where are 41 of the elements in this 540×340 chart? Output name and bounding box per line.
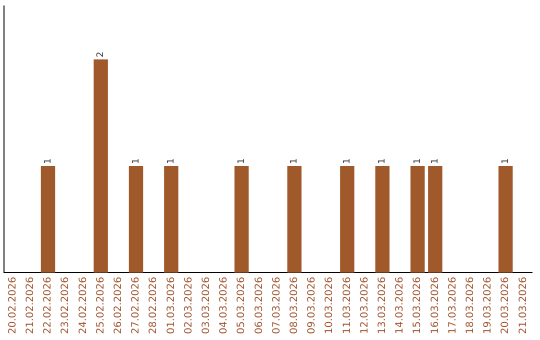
x-tick-label: 06.03.2026	[254, 276, 265, 334]
data-label: 1	[43, 158, 54, 164]
data-label: 2	[96, 52, 106, 58]
x-tick-label: 21.02.2026	[24, 276, 36, 334]
data-label: 1	[500, 158, 511, 164]
x-tick-label: 01.03.2026	[166, 276, 177, 334]
x-tick-label: 16.03.2026	[430, 276, 441, 334]
x-tick-label: 02.03.2026	[183, 276, 194, 334]
data-label: 1	[342, 158, 353, 164]
x-tick-label: 22.02.2026	[42, 276, 54, 334]
x-tick-label: 28.02.2026	[148, 276, 160, 334]
data-label: 1	[236, 158, 247, 164]
x-tick-label: 26.02.2026	[112, 276, 124, 334]
x-tick-label: 11.03.2026	[342, 276, 353, 334]
x-tick-label: 20.03.2026	[500, 276, 512, 334]
x-tick-label: 24.02.2026	[78, 276, 89, 334]
x-tick-label: 04.03.2026	[218, 276, 230, 334]
x-tick-label: 12.03.2026	[359, 276, 370, 334]
x-tick-label: 07.03.2026	[271, 276, 282, 334]
data-label: 1	[412, 158, 423, 164]
x-tick-label: 17.03.2026	[447, 276, 458, 334]
x-tick-label: 09.03.2026	[306, 276, 318, 334]
x-tick-label: 20.02.2026	[7, 276, 18, 334]
data-label: 1	[430, 158, 441, 164]
data-label: 1	[378, 158, 388, 164]
x-tick-label: 18.03.2026	[464, 276, 476, 334]
x-tick-label: 27.02.2026	[130, 276, 142, 334]
data-label: 1	[131, 158, 142, 164]
x-tick-label: 15.03.2026	[412, 276, 424, 334]
x-tick-label: 19.03.2026	[482, 276, 494, 334]
x-tick-label: 05.03.2026	[236, 276, 248, 334]
x-tick-label: 21.03.2026	[518, 276, 529, 334]
x-tick-label: 08.03.2026	[288, 276, 300, 334]
x-tick-label: 14.03.2026	[394, 276, 406, 334]
x-tick-label: 10.03.2026	[324, 276, 336, 334]
x-tick-label: 25.02.2026	[95, 276, 106, 334]
x-tick-label: 03.03.2026	[200, 276, 212, 334]
x-tick-label: 13.03.2026	[376, 276, 388, 334]
x-tick-label: 23.02.2026	[60, 276, 72, 334]
data-label: 1	[166, 158, 177, 164]
data-label: 1	[290, 158, 300, 164]
